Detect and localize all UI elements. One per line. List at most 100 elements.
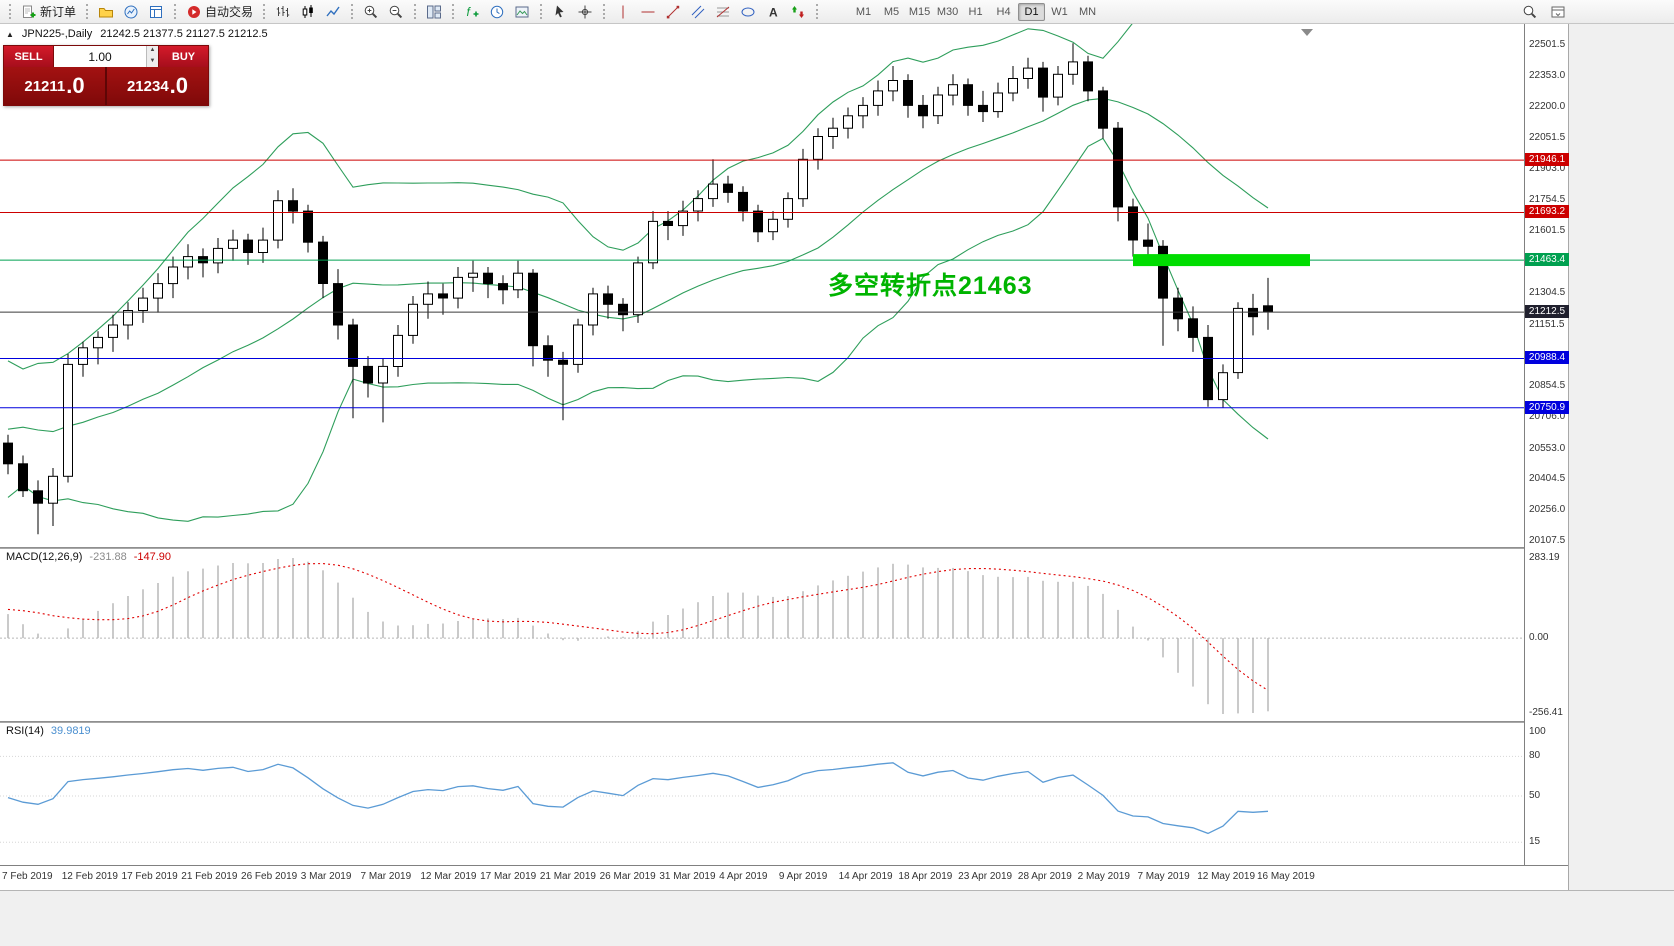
timeframe-button-m30[interactable]: M30 (934, 3, 961, 21)
fibonacci-button[interactable] (711, 2, 735, 22)
macd-pane-divider[interactable] (0, 547, 1568, 549)
periods-button[interactable] (485, 2, 509, 22)
sell-button[interactable]: SELL (4, 46, 53, 67)
date-label: 17 Mar 2019 (480, 871, 537, 882)
ohlc-values: 21242.5 21377.5 21127.5 21212.5 (100, 28, 268, 40)
rsi-axis-label: 15 (1529, 836, 1541, 848)
market-watch-icon (124, 5, 138, 18)
buy-price-main: 21234 (126, 77, 169, 95)
indicators-button[interactable]: f (460, 2, 484, 22)
profiles-button[interactable] (94, 2, 118, 22)
window-list-icon (1551, 6, 1565, 17)
date-label: 14 Apr 2019 (838, 871, 893, 882)
toolbar-grip[interactable] (263, 4, 266, 19)
templates-button[interactable] (510, 2, 534, 22)
zoom-in-icon (364, 5, 378, 18)
fibonacci-icon (716, 6, 730, 17)
date-label: 4 Apr 2019 (719, 871, 768, 882)
timeframe-button-w1[interactable]: W1 (1046, 3, 1073, 21)
candlestick-chart-button[interactable] (296, 2, 320, 22)
timeframe-button-m15[interactable]: M15 (906, 3, 933, 21)
buy-price-button[interactable]: 21234 .0 (107, 67, 208, 105)
line-chart-button[interactable] (321, 2, 345, 22)
price-badge-21212.5: 21212.5 (1525, 305, 1569, 319)
bottom-dock-panel (0, 890, 1674, 946)
new-order-button[interactable]: 新订单 (17, 2, 80, 22)
market-watch-button[interactable] (119, 2, 143, 22)
bar-chart-icon (276, 5, 290, 17)
horizontal-level-lines[interactable] (0, 159, 1524, 409)
timeframe-button-h4[interactable]: H4 (990, 3, 1017, 21)
price-tick: 22200.0 (1529, 101, 1566, 113)
tile-windows-icon (427, 5, 442, 18)
toolbar-grip[interactable] (86, 4, 89, 19)
buy-button[interactable]: BUY (159, 46, 208, 67)
macd-axis-label: 283.19 (1529, 552, 1560, 563)
search-button[interactable] (1518, 2, 1542, 22)
arrows-button[interactable] (786, 2, 810, 22)
timeframe-button-m1[interactable]: M1 (850, 3, 877, 21)
toolbar-grip[interactable] (351, 4, 354, 19)
chart-shift-marker-icon[interactable] (1301, 29, 1313, 36)
text-button[interactable]: A (761, 2, 785, 22)
rsi-axis-label: 50 (1529, 790, 1541, 801)
tile-windows-button[interactable] (422, 2, 446, 22)
vertical-line-button[interactable] (611, 2, 635, 22)
volume-down-icon[interactable]: ▼ (147, 56, 158, 67)
price-tick: 22051.5 (1529, 132, 1566, 144)
rsi-label: RSI(14) 39.9819 (6, 725, 91, 737)
date-label: 7 Feb 2019 (2, 871, 53, 882)
volume-value[interactable]: 1.00 (88, 49, 112, 64)
one-click-toggle-icon[interactable]: ▲ (6, 29, 14, 39)
time-axis[interactable]: 7 Feb 2019 12 Feb 2019 17 Feb 2019 21 Feb 2… (0, 865, 1568, 890)
window-list-button[interactable] (1546, 2, 1570, 22)
bar-chart-button[interactable] (271, 2, 295, 22)
volume-up-icon[interactable]: ▲ (147, 46, 158, 57)
chart-annotation-text[interactable]: 多空转折点21463 (828, 272, 1033, 300)
price-badge-21463.4: 21463.4 (1525, 253, 1569, 267)
trendline-icon (666, 5, 680, 18)
price-tick: 20553.0 (1529, 442, 1566, 454)
toolbar-grip[interactable] (540, 4, 543, 19)
date-label: 26 Mar 2019 (599, 871, 656, 882)
volume-spinner: ▲ ▼ (146, 46, 158, 67)
timeframe-button-d1[interactable]: D1 (1018, 2, 1046, 21)
toolbar-grip[interactable] (174, 4, 177, 19)
sell-price-button[interactable]: 21211 .0 (4, 67, 107, 105)
data-window-button[interactable] (144, 2, 168, 22)
crosshair-button[interactable] (573, 2, 597, 22)
timeframe-button-m5[interactable]: M5 (878, 3, 905, 21)
rsi-axis-label: 100 (1529, 726, 1546, 737)
toolbar-grip[interactable] (816, 4, 819, 19)
buy-price-pips: .0 (169, 73, 189, 98)
price-badge-21693.2: 21693.2 (1525, 205, 1569, 219)
trendline-button[interactable] (661, 2, 685, 22)
date-label: 12 May 2019 (1197, 871, 1256, 882)
toolbar: 新订单 自动交易 (0, 0, 1674, 24)
highlight-rect[interactable] (1133, 254, 1310, 267)
cursor-button[interactable] (548, 2, 572, 22)
rsi-value: 39.9819 (50, 725, 91, 737)
horizontal-line-button[interactable] (636, 2, 660, 22)
svg-text:f: f (467, 5, 472, 19)
timeframe-button-h1[interactable]: H1 (962, 3, 989, 21)
volume-input[interactable]: 1.00 ▲ ▼ (53, 46, 159, 67)
toolbar-grip[interactable] (452, 4, 455, 19)
price-tick: 22501.5 (1529, 39, 1566, 50)
zoom-in-button[interactable] (359, 2, 383, 22)
timeframe-toolbar: M1 M5 M15 M30 H1 H4 D1 W1 MN (850, 2, 1101, 21)
date-label: 28 Apr 2019 (1017, 871, 1072, 882)
shapes-button[interactable] (736, 2, 760, 22)
price-axis[interactable]: 22501.5 22353.0 22200.0 22051.5 21903.0 21754… (1524, 24, 1569, 865)
autotrade-button[interactable]: 自动交易 (182, 2, 257, 22)
rsi-pane-divider[interactable] (0, 721, 1568, 723)
chart-canvas[interactable]: ▲ JPN225-,Daily 21242.5 21377.5 21127.5 … (0, 24, 1524, 865)
toolbar-grip[interactable] (414, 4, 417, 19)
timeframe-button-mn[interactable]: MN (1074, 3, 1101, 21)
zoom-out-button[interactable] (384, 2, 408, 22)
date-label: 12 Mar 2019 (420, 871, 477, 882)
toolbar-grip[interactable] (9, 4, 11, 19)
toolbar-grip[interactable] (603, 4, 606, 19)
channel-button[interactable] (686, 2, 710, 22)
price-tick: 20107.5 (1529, 535, 1566, 546)
